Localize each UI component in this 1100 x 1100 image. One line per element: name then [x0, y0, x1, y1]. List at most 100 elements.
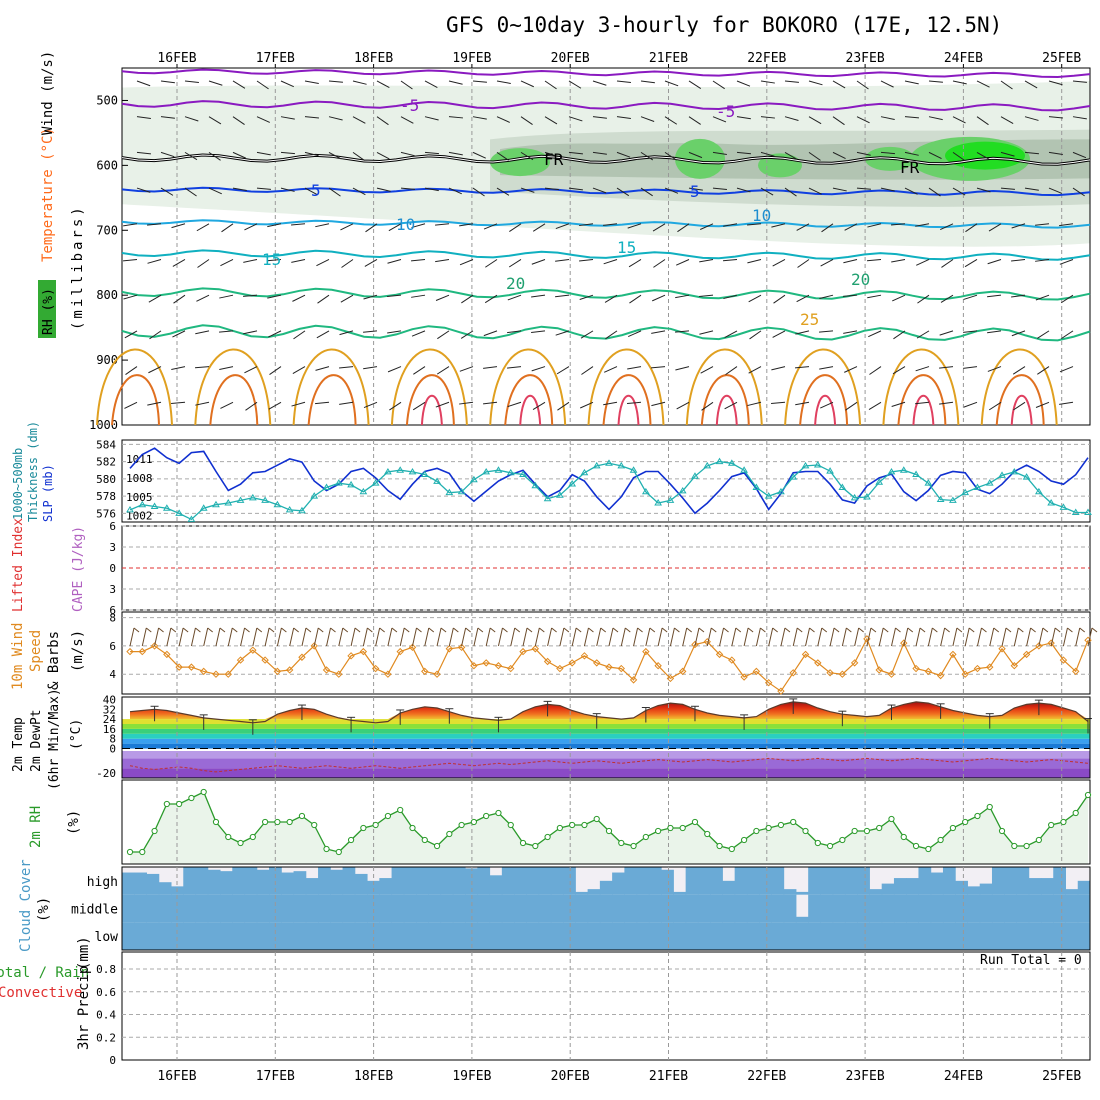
wind-barb: [568, 151, 583, 155]
wind-barb: [172, 259, 186, 267]
wind-barb: [640, 80, 655, 84]
wind-barb-flag: [870, 627, 877, 633]
wind-speed-point: [531, 645, 540, 653]
wind-barb: [268, 330, 282, 338]
thickness-point: [936, 495, 945, 503]
cloud-bar: [624, 867, 638, 895]
rh-point: [286, 818, 293, 826]
cloud-bar: [710, 922, 723, 950]
wind-barb: [820, 401, 834, 409]
thickness-point: [162, 504, 171, 511]
wind-barb-10m: [215, 627, 221, 647]
wind-barb: [808, 80, 823, 86]
wind-speed-point: [998, 645, 1006, 653]
wind-barb-flag: [502, 627, 508, 633]
wind-barb: [1048, 151, 1063, 156]
wind-barb: [424, 80, 438, 89]
wind-barb-10m: [522, 627, 528, 647]
cloud-bar: [771, 922, 785, 950]
cloud-bar: [1053, 894, 1066, 923]
temp-contour-hot: [700, 374, 750, 426]
wind-barb-10m: [890, 627, 896, 647]
wind-barb: [291, 401, 306, 407]
wind-barb-10m: [854, 627, 860, 647]
date-label-top: 19FEB: [452, 51, 491, 66]
wind-speed-point: [507, 664, 515, 673]
cloud-bar: [256, 894, 270, 923]
cloud-bar: [636, 894, 650, 923]
thickness-point: [617, 461, 626, 469]
wind-barb: [640, 116, 655, 122]
wind-barb: [723, 258, 738, 262]
temp-contour-hot: [307, 374, 357, 426]
wind-barb: [520, 116, 533, 126]
wind-barb: [1036, 330, 1050, 339]
cloud-bar: [893, 894, 907, 923]
wind-barb: [437, 330, 450, 340]
rh-point: [839, 836, 846, 844]
wind-barb-flag: [330, 627, 336, 633]
wind-barb: [256, 151, 271, 156]
wind-barb: [952, 151, 965, 161]
rh-point: [753, 827, 760, 835]
wind-barb-10m: [952, 627, 958, 647]
date-label-top: 22FEB: [747, 51, 786, 66]
cloud-bar: [697, 922, 711, 950]
wind-barb: [328, 187, 341, 197]
wind-barb: [856, 187, 871, 190]
wind-barb: [712, 151, 727, 155]
rh-point: [765, 824, 772, 832]
cloud-bar: [808, 867, 821, 895]
wind-barb: [1024, 187, 1039, 191]
wind-barb: [280, 151, 295, 155]
wind-barb-10m: [289, 627, 295, 647]
cloud-bar: [293, 922, 307, 950]
rh-point: [728, 845, 735, 853]
li-tick: 3: [109, 583, 116, 596]
cloud-bar: [587, 889, 601, 895]
wind-barb-10m: [878, 627, 884, 647]
wind-barb: [904, 80, 919, 85]
wind-barb-10m: [768, 627, 774, 647]
thickness-point: [801, 461, 810, 469]
wind-barb-10m: [682, 627, 688, 647]
rh-point: [888, 815, 895, 823]
cloud-bar: [795, 891, 809, 895]
wind-barb: [555, 258, 570, 262]
thickness-line: [129, 460, 1088, 521]
temp-contour-hot: [111, 374, 160, 426]
wind-barb: [219, 294, 234, 299]
cloud-level-label: middle: [71, 903, 118, 918]
wind-speed-point: [814, 659, 822, 667]
wind-speed-point: [973, 664, 982, 673]
wind-barb-10m: [964, 627, 970, 647]
wind-barb: [771, 401, 786, 405]
wind-barb: [1013, 401, 1026, 411]
temp-tick: 16: [103, 723, 116, 736]
cloud-bar: [256, 869, 270, 895]
wind-barb-10m: [154, 627, 160, 647]
thickness-point: [261, 496, 269, 503]
rh-point: [556, 824, 563, 832]
rh-point: [262, 818, 269, 826]
wind-barb-10m: [657, 627, 663, 647]
temp-contour-warm: [784, 348, 862, 426]
cloud-bar: [477, 867, 491, 895]
wind-barb: [544, 187, 559, 191]
rh-point: [605, 827, 613, 835]
thickness-point: [543, 494, 552, 502]
cloud-bar: [293, 894, 307, 923]
slp-line: [129, 447, 1089, 515]
wind-barb: [256, 187, 271, 190]
wind-barb: [819, 330, 834, 333]
wind-barb: [677, 223, 690, 233]
wind-barb: [963, 366, 978, 369]
cloud-bar: [734, 922, 748, 950]
cloud-bar: [526, 867, 540, 895]
rh-point: [446, 830, 453, 838]
rh-point: [912, 842, 920, 850]
wind-barb: [915, 401, 930, 405]
rh-point: [1035, 836, 1042, 844]
temp-tick: 8: [109, 733, 116, 746]
wind-barb: [820, 259, 834, 267]
